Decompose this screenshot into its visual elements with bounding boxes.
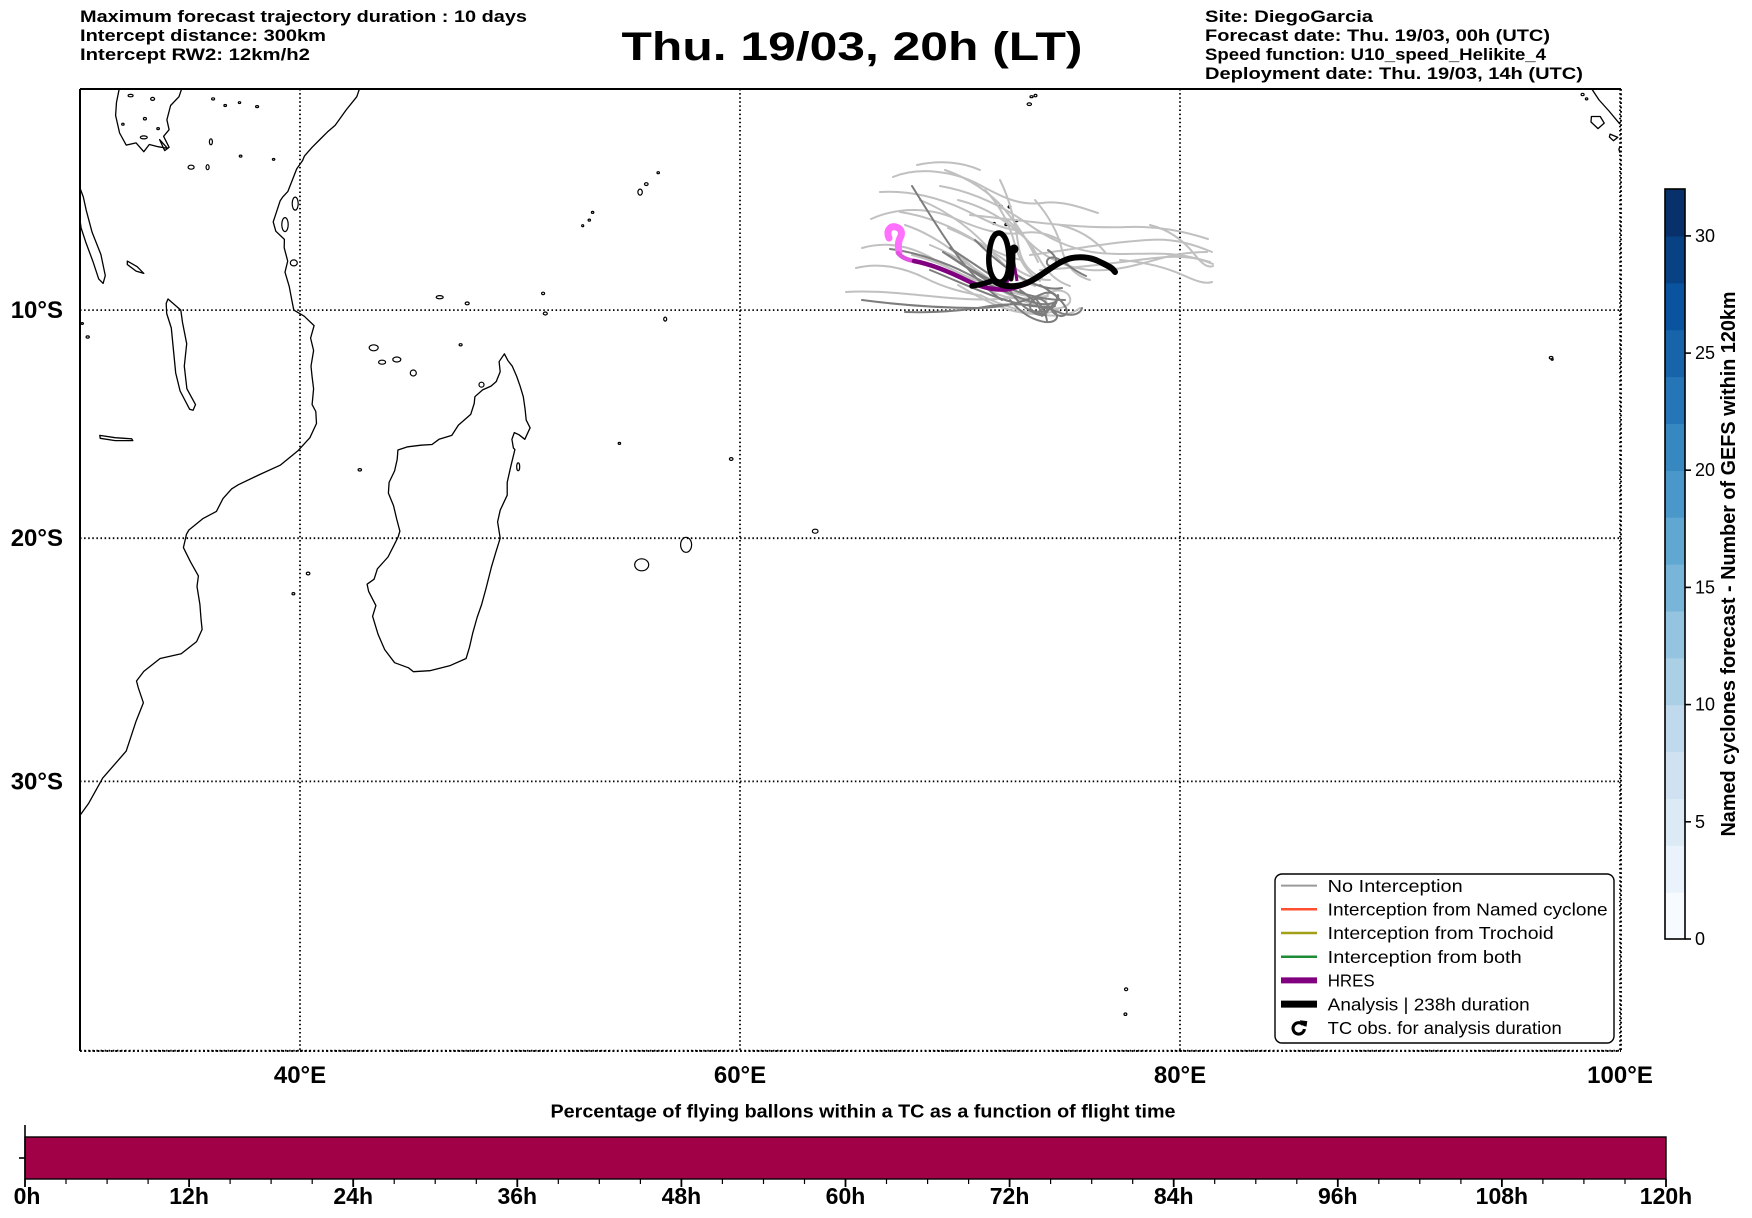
svg-text:60h: 60h xyxy=(826,1183,866,1209)
svg-text:0h: 0h xyxy=(14,1183,41,1209)
svg-text:20°S: 20°S xyxy=(11,525,63,552)
svg-text:10: 10 xyxy=(1695,695,1715,715)
svg-text:HRES: HRES xyxy=(1328,971,1375,991)
svg-text:15: 15 xyxy=(1695,577,1715,597)
svg-text:20: 20 xyxy=(1695,460,1715,480)
svg-text:5: 5 xyxy=(1695,812,1705,832)
svg-text:Site: DiegoGarcia: Site: DiegoGarcia xyxy=(1205,8,1374,26)
svg-text:40°E: 40°E xyxy=(274,1062,326,1089)
svg-text:Interception from Named cyclon: Interception from Named cyclone xyxy=(1328,900,1608,920)
svg-text:Intercept distance: 300km: Intercept distance: 300km xyxy=(80,27,326,45)
svg-text:0: 0 xyxy=(1695,929,1705,949)
svg-text:Maximum forecast trajectory du: Maximum forecast trajectory duration : 1… xyxy=(80,8,527,26)
svg-text:72h: 72h xyxy=(990,1183,1030,1209)
svg-text:30°S: 30°S xyxy=(11,768,63,795)
svg-text:Intercept RW2: 12km/h2: Intercept RW2: 12km/h2 xyxy=(80,46,310,64)
svg-text:Speed function: U10_speed_Heli: Speed function: U10_speed_Helikite_4 xyxy=(1205,46,1547,64)
svg-text:TC obs. for analysis duration: TC obs. for analysis duration xyxy=(1328,1018,1562,1038)
svg-text:100°E: 100°E xyxy=(1587,1062,1653,1089)
svg-text:No Interception: No Interception xyxy=(1328,876,1463,896)
svg-text:96h: 96h xyxy=(1318,1183,1358,1209)
svg-text:Forecast date: Thu. 19/03, 00h: Forecast date: Thu. 19/03, 00h (UTC) xyxy=(1205,27,1550,45)
svg-text:84h: 84h xyxy=(1154,1183,1194,1209)
svg-text:48h: 48h xyxy=(662,1183,702,1209)
svg-text:Thu. 19/03, 20h (LT): Thu. 19/03, 20h (LT) xyxy=(622,25,1083,69)
svg-text:120h: 120h xyxy=(1640,1183,1692,1209)
svg-text:108h: 108h xyxy=(1476,1183,1528,1209)
svg-text:36h: 36h xyxy=(497,1183,537,1209)
svg-text:60°E: 60°E xyxy=(714,1062,766,1089)
svg-text:Deployment date: Thu. 19/03, 1: Deployment date: Thu. 19/03, 14h (UTC) xyxy=(1205,65,1583,83)
svg-text:Percentage of flying ballons w: Percentage of flying ballons within a TC… xyxy=(551,1101,1176,1122)
svg-text:12h: 12h xyxy=(169,1183,209,1209)
svg-text:24h: 24h xyxy=(333,1183,373,1209)
svg-text:Interception from Trochoid: Interception from Trochoid xyxy=(1328,923,1554,943)
svg-text:10°S: 10°S xyxy=(11,297,63,324)
svg-text:80°E: 80°E xyxy=(1154,1062,1206,1089)
svg-text:Analysis | 238h duration: Analysis | 238h duration xyxy=(1328,994,1530,1014)
svg-text:Named cyclones forecast - Numb: Named cyclones forecast - Number of GEFS… xyxy=(1718,292,1740,837)
svg-text:Interception from both: Interception from both xyxy=(1328,947,1522,967)
svg-text:30: 30 xyxy=(1695,226,1715,246)
svg-text:25: 25 xyxy=(1695,343,1715,363)
